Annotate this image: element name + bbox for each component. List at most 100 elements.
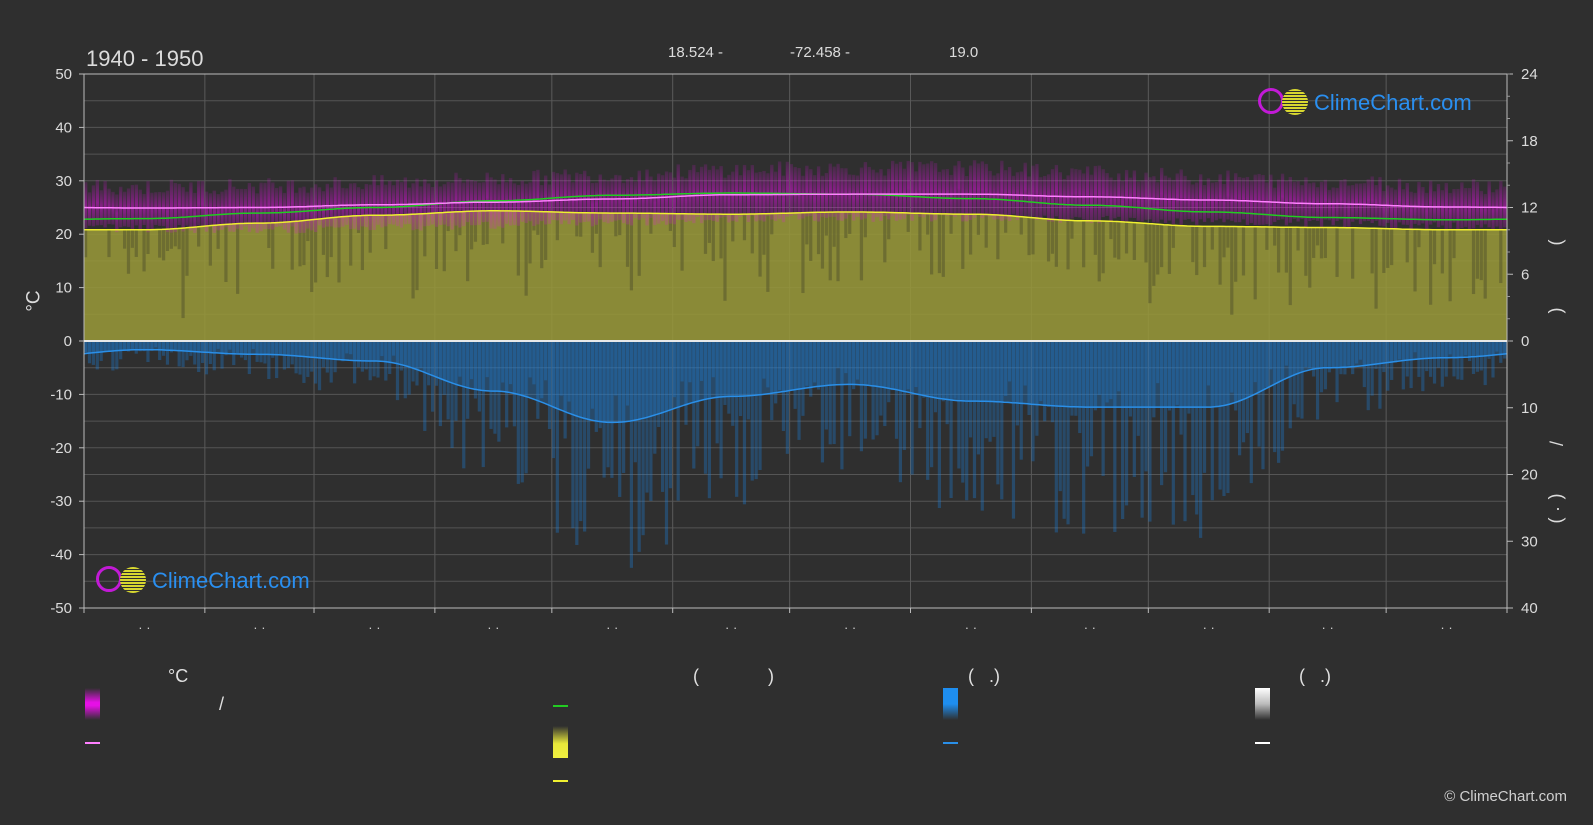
sunshine-daily-bar	[481, 210, 485, 245]
temp-range-bar	[1054, 164, 1059, 217]
precip-daily-bar	[189, 341, 193, 356]
sunshine-daily-bar	[208, 225, 212, 266]
precip-daily-bar	[111, 341, 115, 371]
sunshine-daily-bar	[181, 228, 185, 319]
precip-daily-bar	[1429, 341, 1433, 377]
logo-bottom-left[interactable]: ClimeChart.com	[96, 566, 336, 596]
precip-daily-bar	[1280, 341, 1285, 451]
precip-daily-bar	[360, 341, 365, 372]
temp-range-bar	[119, 186, 123, 228]
precip-daily-bar	[871, 341, 875, 440]
temp-range-bar	[1429, 180, 1433, 225]
sunshine-daily-bar	[1046, 218, 1051, 262]
sunshine-daily-bar	[961, 214, 965, 269]
month-tick-label: · ·	[1203, 620, 1215, 635]
sunshine-daily-bar	[158, 229, 162, 258]
temp-range-bar	[1039, 177, 1043, 219]
left-tick-label: 30	[55, 173, 72, 190]
temp-range-bar	[1226, 170, 1230, 220]
sunshine-daily-bar	[707, 214, 711, 243]
precip-daily-bar	[688, 341, 692, 383]
precip-daily-bar	[532, 341, 536, 385]
temp-range-bar	[1222, 183, 1226, 223]
sunshine-daily-bar	[1413, 229, 1417, 292]
precip-daily-bar	[1323, 341, 1327, 390]
precip-daily-bar	[1237, 341, 1242, 456]
legend-sun-header-close: )	[768, 666, 774, 686]
precip-daily-bar	[781, 341, 786, 431]
temp-range-bar	[805, 165, 809, 217]
left-axis-unit: °C	[23, 290, 45, 312]
sunshine-daily-bar	[310, 219, 314, 293]
temp-range-bar	[134, 184, 138, 226]
sunshine-daily-bar	[411, 214, 415, 299]
precip-daily-bar	[259, 341, 263, 363]
precip-daily-bar	[1315, 341, 1320, 420]
temp-range-bar	[1136, 181, 1140, 221]
header-longitude: -72.458 -	[790, 44, 851, 61]
precip-daily-bar	[1121, 341, 1125, 520]
sunshine-daily-bar	[579, 212, 583, 237]
precip-daily-bar	[770, 341, 774, 421]
precip-daily-bar	[555, 341, 559, 533]
sunshine-daily-bar	[329, 217, 333, 258]
sunshine-daily-bar	[1308, 227, 1312, 288]
sunshine-daily-bar	[142, 229, 146, 272]
precip-daily-bar	[1261, 341, 1265, 470]
sunshine-daily-bar	[750, 214, 754, 254]
temp-range-bar	[532, 170, 536, 226]
precip-daily-bar	[1222, 341, 1226, 497]
temp-range-bar	[1210, 182, 1215, 223]
left-tick-label: 20	[55, 226, 72, 243]
precip-daily-bar	[376, 341, 380, 378]
sunshine-daily-bar	[1475, 229, 1480, 279]
sunshine-daily-bar	[1448, 229, 1452, 302]
sunshine-daily-bar	[1370, 228, 1374, 274]
temp-range-bar	[130, 184, 135, 230]
temp-range-bar	[1362, 183, 1367, 222]
precip-daily-bar	[278, 341, 283, 356]
sunshine-daily-bar	[637, 213, 641, 276]
precip-daily-bar	[672, 341, 676, 398]
temp-range-bar	[801, 175, 805, 219]
temp-range-bar	[731, 171, 735, 221]
temp-range-bar	[1370, 176, 1374, 224]
precip-daily-bar	[372, 341, 376, 377]
temp-range-bar	[150, 192, 154, 230]
precip-daily-bar	[945, 341, 949, 425]
temp-range-bar	[949, 174, 953, 216]
sunshine-daily-bar	[1070, 220, 1074, 239]
temp-range-bar	[976, 163, 981, 215]
precip-daily-bar	[1257, 341, 1261, 447]
temp-range-bar	[672, 177, 676, 225]
sunshine-daily-bar	[516, 211, 520, 276]
temp-range-bar	[395, 179, 400, 227]
sunshine-daily-bar	[1253, 226, 1257, 300]
temp-range-bar	[224, 189, 228, 228]
sunshine-daily-bar	[107, 229, 111, 258]
precip-daily-bar	[384, 341, 388, 381]
precip-daily-bar	[1319, 341, 1324, 393]
precip-daily-bar	[1413, 341, 1417, 353]
legend-rain-swatch	[943, 688, 958, 720]
sunshine-daily-bar	[828, 212, 832, 281]
legend-temp-header: °C	[168, 666, 189, 686]
temp-range-bar	[680, 176, 684, 220]
sunshine-daily-bar	[1050, 219, 1055, 254]
precip-daily-bar	[762, 341, 766, 379]
temp-range-bar	[746, 170, 751, 223]
precip-daily-bar	[1296, 341, 1300, 418]
precip-daily-bar	[1218, 341, 1222, 490]
precip-daily-bar	[391, 341, 396, 356]
logo-text: ClimeChart.com	[152, 568, 310, 593]
precip-daily-bar	[664, 341, 669, 545]
precip-daily-bar	[1241, 341, 1246, 443]
precip-daily-bar	[442, 341, 446, 395]
temp-range-bar	[516, 184, 521, 226]
precip-daily-bar	[1354, 341, 1359, 364]
precip-daily-bar	[918, 341, 922, 429]
logo-top-right[interactable]: ClimeChart.com	[1258, 88, 1498, 118]
temp-range-bar	[169, 179, 174, 233]
precip-daily-bar	[1117, 341, 1121, 392]
precip-daily-bar	[1448, 341, 1452, 355]
